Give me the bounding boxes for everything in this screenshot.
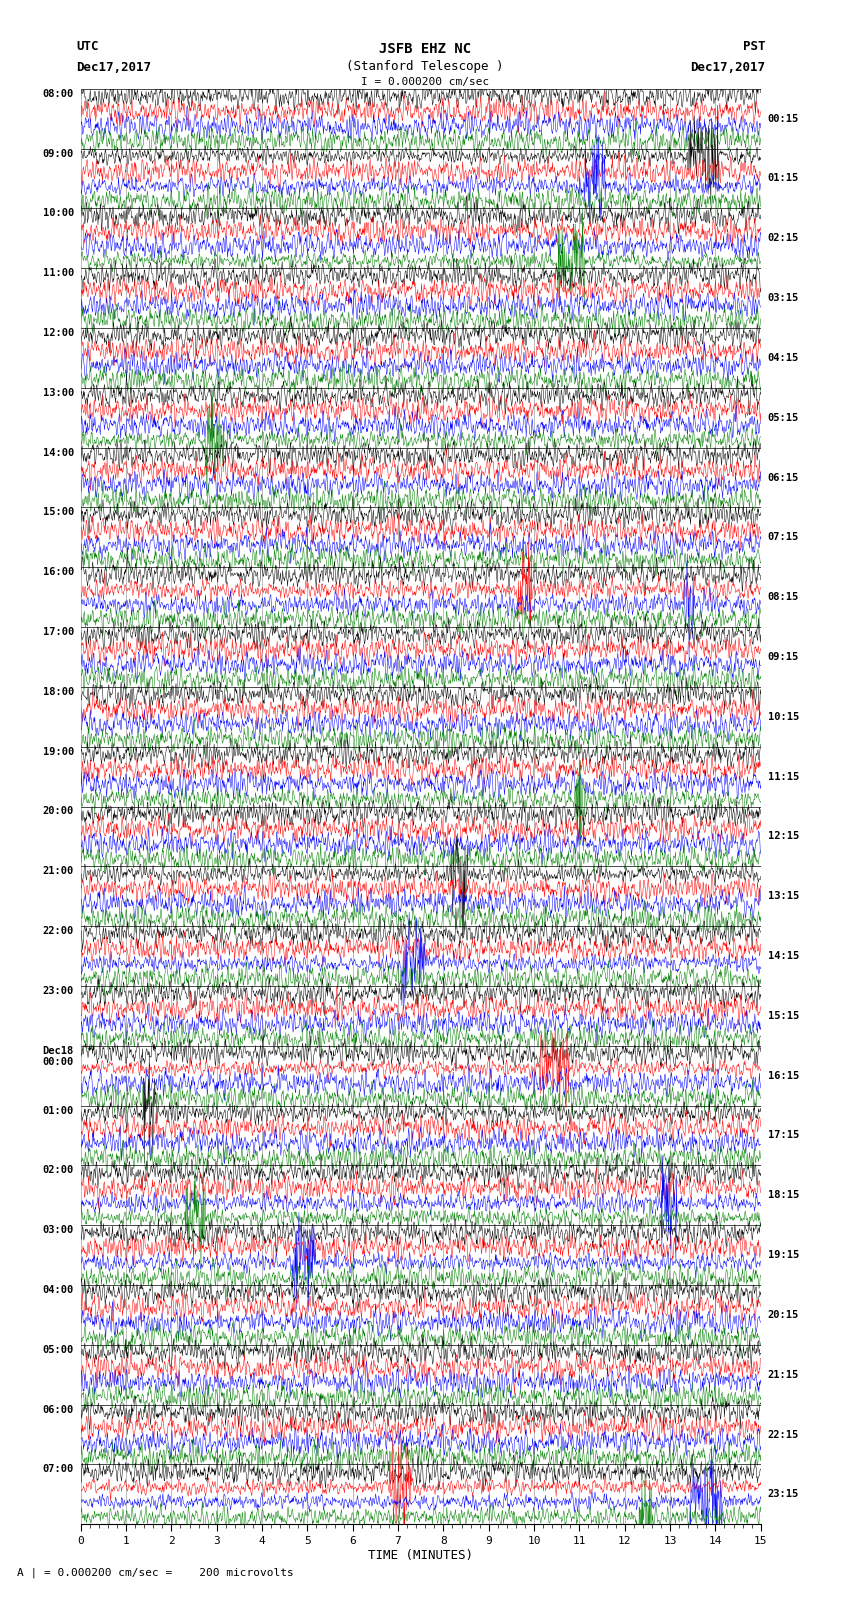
Text: I = 0.000200 cm/sec: I = 0.000200 cm/sec xyxy=(361,77,489,87)
Text: 19:00: 19:00 xyxy=(42,747,74,756)
Text: Dec17,2017: Dec17,2017 xyxy=(76,61,151,74)
Text: 15:00: 15:00 xyxy=(42,508,74,518)
Text: 01:00: 01:00 xyxy=(42,1105,74,1116)
Text: 02:00: 02:00 xyxy=(42,1165,74,1176)
Text: 06:00: 06:00 xyxy=(42,1405,74,1415)
Text: 12:00: 12:00 xyxy=(42,327,74,339)
Text: 04:15: 04:15 xyxy=(768,353,799,363)
Text: 04:00: 04:00 xyxy=(42,1286,74,1295)
Text: 23:00: 23:00 xyxy=(42,986,74,995)
Text: 06:15: 06:15 xyxy=(768,473,799,482)
Text: 03:00: 03:00 xyxy=(42,1226,74,1236)
Text: 18:00: 18:00 xyxy=(42,687,74,697)
Text: 05:00: 05:00 xyxy=(42,1345,74,1355)
Text: 00:15: 00:15 xyxy=(768,113,799,124)
Text: UTC: UTC xyxy=(76,40,99,53)
Text: 14:15: 14:15 xyxy=(768,952,799,961)
Text: PST: PST xyxy=(743,40,765,53)
Text: Dec18
00:00: Dec18 00:00 xyxy=(42,1045,74,1068)
Text: 18:15: 18:15 xyxy=(768,1190,799,1200)
Text: 13:00: 13:00 xyxy=(42,387,74,398)
Text: 08:15: 08:15 xyxy=(768,592,799,602)
Text: 02:15: 02:15 xyxy=(768,234,799,244)
Text: 09:15: 09:15 xyxy=(768,652,799,661)
Text: 07:00: 07:00 xyxy=(42,1465,74,1474)
Text: 12:15: 12:15 xyxy=(768,831,799,842)
Text: 10:00: 10:00 xyxy=(42,208,74,218)
Text: 03:15: 03:15 xyxy=(768,294,799,303)
Text: 23:15: 23:15 xyxy=(768,1489,799,1500)
Text: 11:00: 11:00 xyxy=(42,268,74,277)
Text: 09:00: 09:00 xyxy=(42,148,74,158)
Text: 05:15: 05:15 xyxy=(768,413,799,423)
Text: 14:00: 14:00 xyxy=(42,448,74,458)
Text: 21:15: 21:15 xyxy=(768,1369,799,1379)
Text: 10:15: 10:15 xyxy=(768,711,799,721)
Text: 08:00: 08:00 xyxy=(42,89,74,98)
Text: (Stanford Telescope ): (Stanford Telescope ) xyxy=(346,60,504,73)
Text: A | = 0.000200 cm/sec =    200 microvolts: A | = 0.000200 cm/sec = 200 microvolts xyxy=(17,1566,294,1578)
Text: 13:15: 13:15 xyxy=(768,892,799,902)
Text: 21:00: 21:00 xyxy=(42,866,74,876)
Text: 20:00: 20:00 xyxy=(42,806,74,816)
Text: Dec17,2017: Dec17,2017 xyxy=(690,61,765,74)
Text: 16:15: 16:15 xyxy=(768,1071,799,1081)
Text: 01:15: 01:15 xyxy=(768,174,799,184)
Text: 17:00: 17:00 xyxy=(42,627,74,637)
Text: 16:00: 16:00 xyxy=(42,568,74,577)
Text: JSFB EHZ NC: JSFB EHZ NC xyxy=(379,42,471,56)
Text: 17:15: 17:15 xyxy=(768,1131,799,1140)
Text: 15:15: 15:15 xyxy=(768,1011,799,1021)
Text: 19:15: 19:15 xyxy=(768,1250,799,1260)
Text: 22:00: 22:00 xyxy=(42,926,74,936)
Text: 11:15: 11:15 xyxy=(768,771,799,782)
Text: 20:15: 20:15 xyxy=(768,1310,799,1319)
Text: 22:15: 22:15 xyxy=(768,1429,799,1439)
Text: 07:15: 07:15 xyxy=(768,532,799,542)
X-axis label: TIME (MINUTES): TIME (MINUTES) xyxy=(368,1548,473,1561)
